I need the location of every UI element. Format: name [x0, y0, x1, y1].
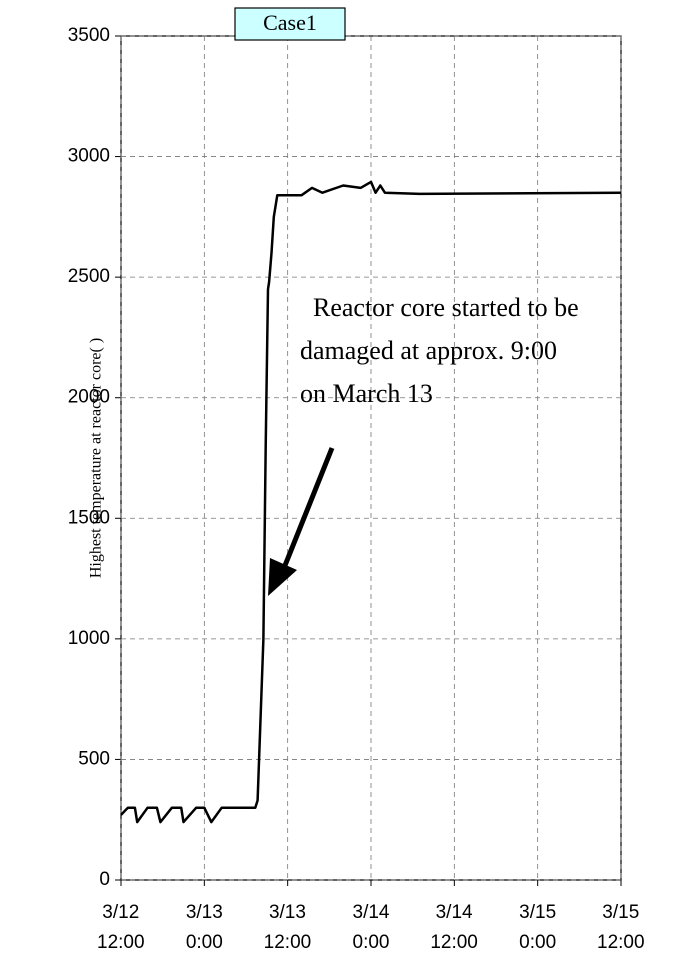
y-tick-label: 0	[99, 869, 110, 890]
chart-title: Case1	[263, 10, 317, 35]
x-tick-label: 3/15 12:00	[597, 902, 645, 953]
y-tick-label: 500	[78, 748, 110, 769]
y-tick-label: 3500	[68, 25, 110, 46]
x-tick-label: 3/13 12:00	[263, 902, 312, 953]
y-tick-label: 2000	[68, 387, 110, 408]
arrow-head	[268, 558, 297, 596]
annotation-line: damaged at approx. 9:00	[300, 336, 557, 365]
line	[120, 180, 622, 824]
title-box	[234, 7, 346, 41]
annotation-line: on March 13	[300, 379, 433, 408]
x-tick-label: 3/12 12:00	[97, 902, 145, 953]
annotation-line: Reactor core started to be	[313, 293, 579, 322]
x-tick-label: 3/14 0:00	[352, 902, 390, 953]
y-tick-label: 3000	[68, 146, 110, 167]
series	[120, 180, 622, 824]
arrow-shaft	[281, 447, 335, 569]
y-tick-label: 1000	[68, 628, 110, 649]
y-tick-label: 2500	[68, 266, 110, 287]
grid	[115, 35, 622, 886]
y-axis-label: Highest temperature at reactor core( )	[88, 338, 105, 578]
x-tick-label: 3/13 0:00	[185, 902, 223, 953]
y-tick-label: 1500	[68, 507, 110, 528]
x-tick-label: 3/14 12:00	[430, 902, 478, 953]
x-tick-label: 3/15 0:00	[519, 902, 557, 953]
